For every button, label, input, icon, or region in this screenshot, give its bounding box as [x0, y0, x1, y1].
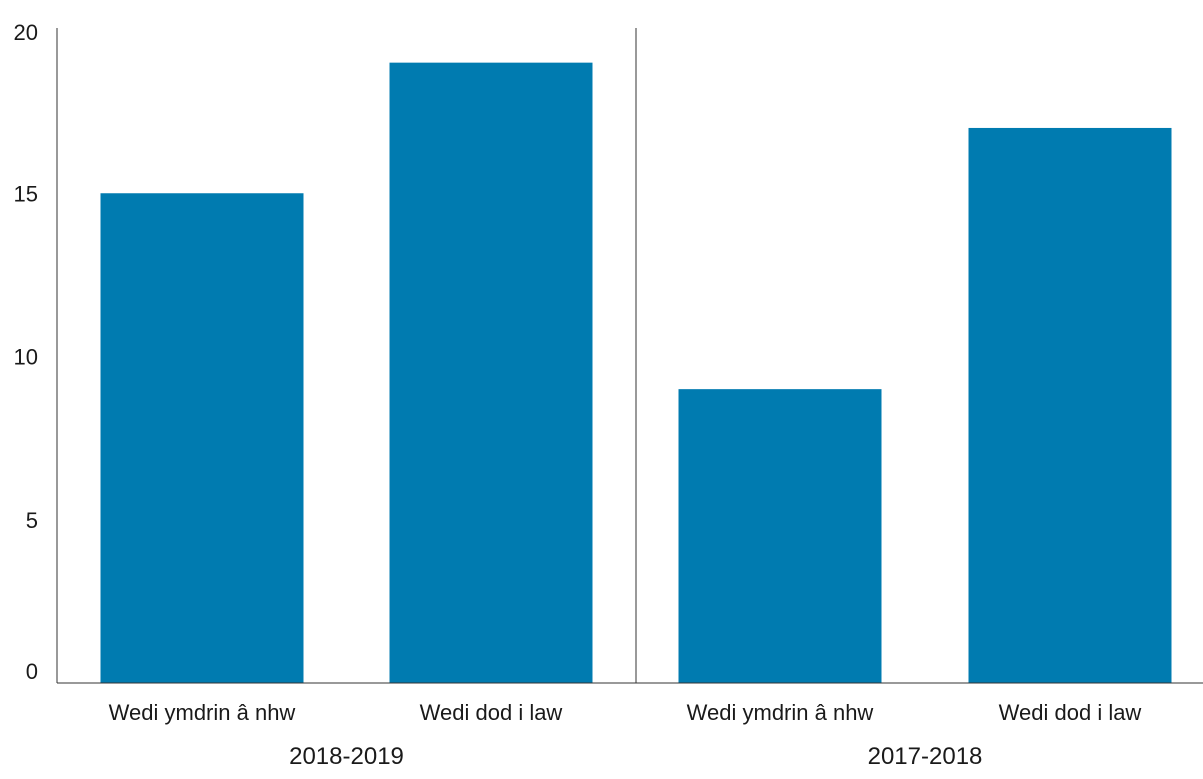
labels-layer: 0 5 10 15 20 Wedi ymdrin â nhw Wedi dod i law 2…: [14, 20, 1142, 770]
y-tick-label: 5: [26, 508, 38, 533]
y-tick-label: 0: [26, 659, 38, 684]
bar-2017-2018-2: [968, 127, 1172, 683]
category-label: Wedi ymdrin â nhw: [687, 700, 874, 725]
bars-layer: [100, 62, 1172, 683]
category-label: Wedi dod i law: [420, 700, 563, 725]
group-label-2018-2019: 2018-2019: [289, 743, 404, 770]
category-label: Wedi dod i law: [999, 700, 1142, 725]
y-tick-label: 10: [14, 345, 38, 370]
bar-2017-2018-1: [678, 389, 882, 683]
axes-layer: [56, 28, 1203, 684]
y-tick-label: 15: [14, 181, 38, 206]
category-label: Wedi ymdrin â nhw: [109, 700, 296, 725]
y-tick-label: 20: [14, 20, 38, 45]
bar-2018-2019-2: [389, 62, 593, 683]
group-label-2017-2018: 2017-2018: [868, 743, 983, 770]
bar-2018-2019-1: [100, 193, 304, 683]
